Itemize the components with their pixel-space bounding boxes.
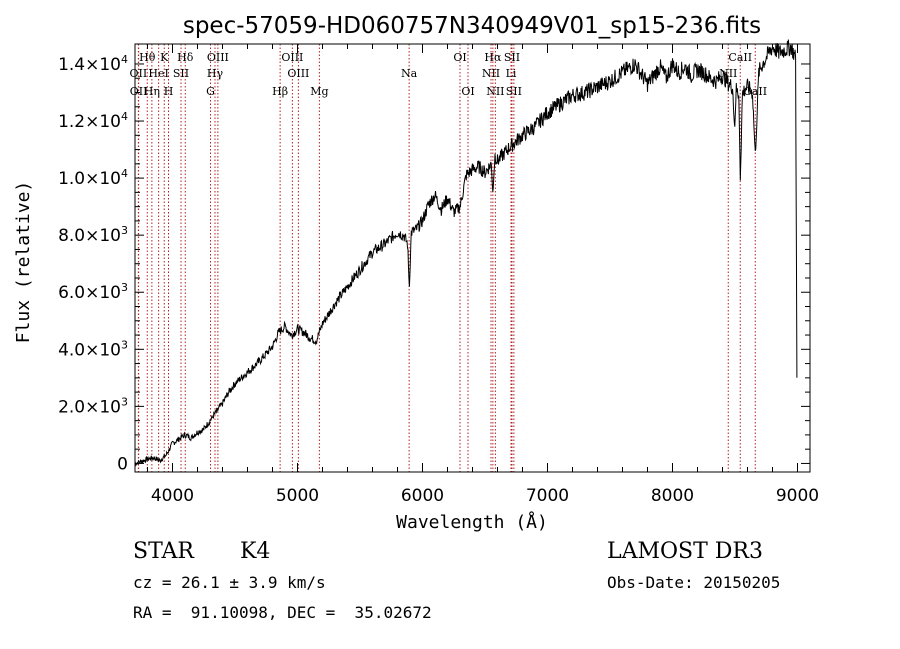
y-tick-label: 1.0×104 xyxy=(58,167,128,189)
y-tick-label: 1.4×104 xyxy=(58,53,128,75)
line-label: H xyxy=(164,85,174,98)
x-axis: 4000 5000 6000 7000 8000 9000 xyxy=(147,44,819,506)
line-label: OIII xyxy=(281,51,303,64)
line-label: K xyxy=(160,51,169,64)
obs-date-text: Obs-Date: 20150205 xyxy=(607,573,781,592)
line-label: Hδ xyxy=(177,51,194,64)
redshift-text: cz = 26.1 ± 3.9 km/s xyxy=(133,573,326,592)
y-axis-label: Flux (relative) xyxy=(13,181,34,344)
coords-text: RA = 91.10098, DEC = 35.02672 xyxy=(133,603,432,622)
line-label: G xyxy=(206,85,215,98)
y-tick-label: 4.0×103 xyxy=(58,338,128,360)
y-tick-label: 0 xyxy=(117,454,128,474)
line-label: NII xyxy=(486,85,504,98)
x-axis-label: Wavelength (Å) xyxy=(396,511,548,533)
line-label: OII xyxy=(130,67,148,80)
y-tick-label: 6.0×103 xyxy=(58,281,128,303)
line-label: NII xyxy=(482,67,500,80)
x-tick-label: 5000 xyxy=(276,486,319,506)
survey-name: LAMOST DR3 xyxy=(607,539,763,564)
line-label: Li xyxy=(506,67,517,80)
line-label: SII xyxy=(173,67,189,80)
line-label: HeI xyxy=(148,67,168,80)
line-label: CaII xyxy=(728,51,752,64)
line-label: Mg xyxy=(310,85,328,98)
x-tick-label: 4000 xyxy=(151,486,194,506)
object-subclass: K4 xyxy=(240,539,271,564)
plot-frame xyxy=(134,43,811,473)
line-label: OIII xyxy=(287,67,309,80)
y-axis: 0 2.0×103 4.0×103 6.0×103 8.0×103 1.0×104 1.2×… xyxy=(58,53,810,474)
line-label: SII xyxy=(506,85,522,98)
line-label: Hβ xyxy=(272,85,288,98)
line-label: OIII xyxy=(207,51,229,64)
spectrum-line xyxy=(134,39,798,467)
chart-title: spec-57059-HD060757N340949V01_sp15-236.f… xyxy=(183,13,761,39)
line-label: Hθ xyxy=(139,51,156,64)
y-tick-label: 1.2×104 xyxy=(58,110,128,132)
line-label: OI xyxy=(453,51,466,64)
y-tick-label: 8.0×103 xyxy=(58,224,128,246)
line-label: OI xyxy=(461,85,474,98)
line-label: Na xyxy=(401,67,418,80)
x-tick-label: 7000 xyxy=(526,486,569,506)
line-label: SII xyxy=(504,51,520,64)
y-tick-label: 2.0×103 xyxy=(58,395,128,417)
line-label: NII xyxy=(719,67,737,80)
spectral-line-markers xyxy=(137,44,756,472)
x-tick-label: 8000 xyxy=(651,486,694,506)
x-tick-label: 6000 xyxy=(401,486,444,506)
line-label: Hα xyxy=(484,51,502,64)
line-label: Hη xyxy=(144,85,160,98)
object-class: STAR xyxy=(133,539,194,564)
line-label: Hγ xyxy=(207,67,224,80)
x-tick-label: 9000 xyxy=(776,486,819,506)
line-label: OII xyxy=(130,85,148,98)
